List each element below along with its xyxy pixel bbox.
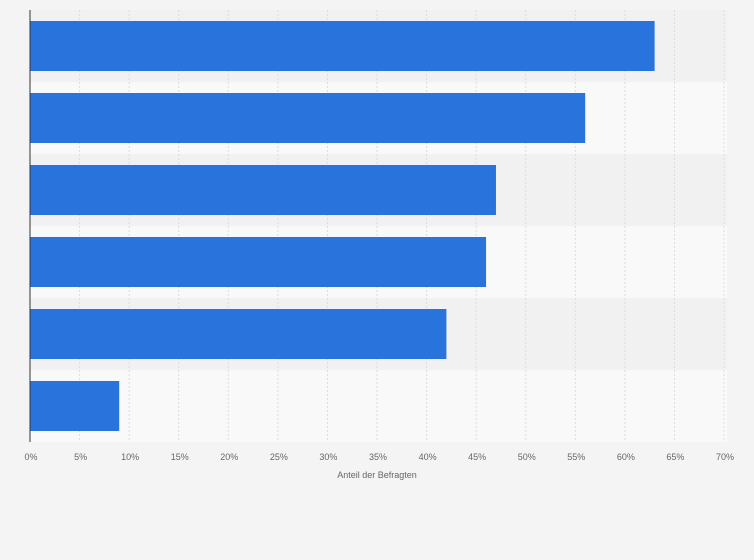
bar	[30, 309, 447, 359]
row-band	[30, 370, 727, 442]
x-tick-label: 20%	[220, 452, 238, 462]
x-tick-labels: 0% 5% 10% 15% 20% 25% 30% 35% 40% 45% 50% 55% 60% 65%…	[24, 452, 734, 462]
x-tick-label: 40%	[419, 452, 437, 462]
x-tick-label: 50%	[518, 452, 536, 462]
x-tick-label: 70%	[716, 452, 734, 462]
bar	[30, 93, 586, 143]
x-tick-label: 10%	[121, 452, 139, 462]
bar	[30, 237, 487, 287]
x-tick-label: 30%	[319, 452, 337, 462]
bar	[30, 381, 120, 431]
x-tick-label: 45%	[468, 452, 486, 462]
x-tick-label: 0%	[24, 452, 37, 462]
bar	[30, 165, 496, 215]
x-tick-label: 60%	[617, 452, 635, 462]
x-tick-label: 65%	[666, 452, 684, 462]
bars	[30, 21, 655, 431]
x-tick-label: 25%	[270, 452, 288, 462]
gridlines	[79, 10, 725, 442]
x-tick-label: 35%	[369, 452, 387, 462]
x-tick-label: 15%	[171, 452, 189, 462]
bar	[30, 21, 655, 71]
x-axis-title: Anteil der Befragten	[337, 470, 417, 480]
x-tick-label: 5%	[74, 452, 87, 462]
x-tick-label: 55%	[567, 452, 585, 462]
row-bands	[30, 10, 727, 442]
